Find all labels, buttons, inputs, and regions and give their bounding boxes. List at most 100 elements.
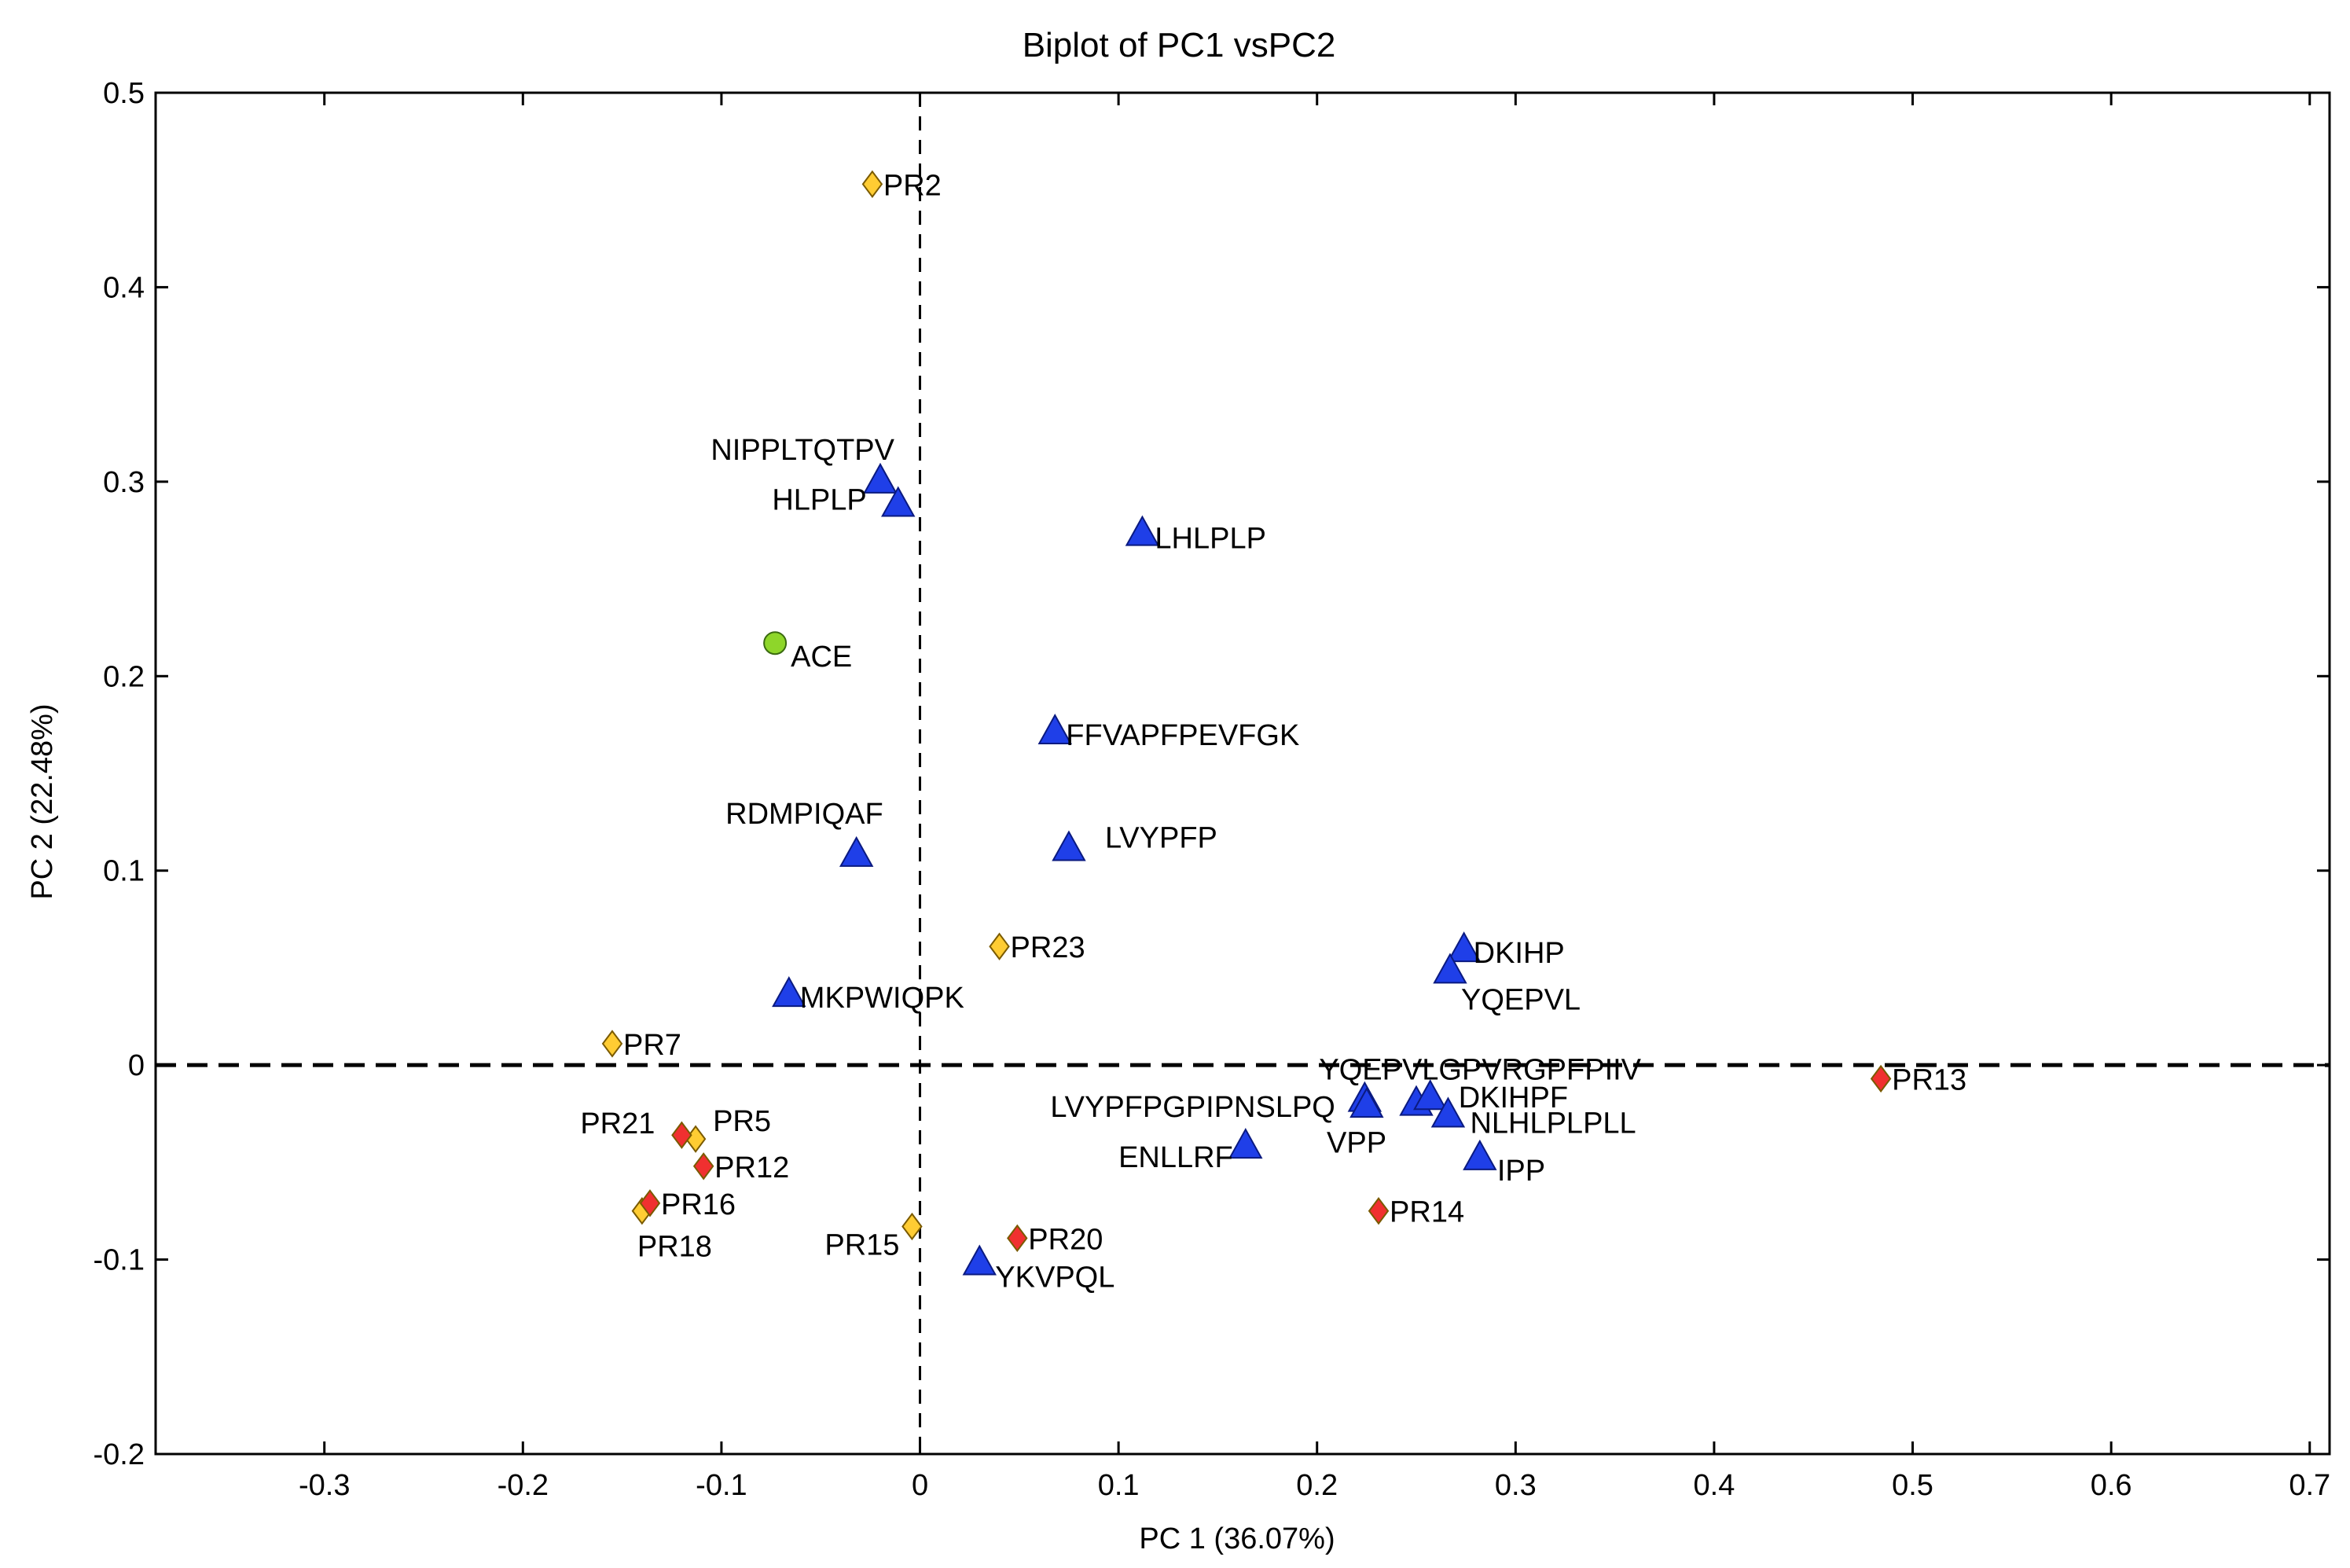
diamond-marker [639, 1189, 661, 1217]
point-label: YQEPVLGPVRGPFPIIV [1319, 1054, 1641, 1087]
data-point: PR20 [1007, 1223, 1103, 1256]
y-tick-label: 0.3 [103, 466, 145, 499]
triangle-marker [1446, 931, 1482, 963]
x-tick-label: 0.7 [2289, 1469, 2330, 1502]
point-label: PR23 [1011, 931, 1085, 964]
diamond-marker [861, 170, 883, 198]
data-point: PR5 [685, 1105, 771, 1153]
point-label: PR14 [1390, 1196, 1464, 1229]
data-point: LVYPFPGPIPNSLPQ [1050, 1087, 1384, 1124]
x-tick-label: 0.4 [1694, 1469, 1735, 1502]
point-label: YQEPVL [1461, 983, 1581, 1016]
triangle-marker [1228, 1128, 1263, 1159]
triangle-marker [881, 486, 916, 517]
y-tick-label: 0.2 [103, 660, 145, 693]
data-point: PR21 [580, 1107, 692, 1149]
y-tick-label: 0.4 [103, 271, 145, 304]
triangle-marker [1463, 1139, 1497, 1170]
data-point: LHLPLP [1125, 515, 1266, 556]
point-label: YKVPQL [995, 1261, 1114, 1294]
data-point: PR13 [1870, 1063, 1966, 1096]
triangle-marker [772, 976, 806, 1008]
x-tick-label: 0.6 [2091, 1469, 2132, 1502]
point-label: PR13 [1892, 1063, 1966, 1096]
plot-area-frame [154, 91, 2331, 1456]
data-point: RDMPIQAF [725, 798, 883, 867]
triangle-marker [1052, 830, 1086, 861]
chart-title: Biplot of PC1 vsPC2 [1023, 26, 1336, 64]
point-label: LVYPFPGPIPNSLPQ [1050, 1091, 1335, 1124]
x-axis-label: PC 1 (36.07%) [1139, 1522, 1335, 1555]
data-points: NIPPLTQTPV HLPLP LHLPLP FFVAPFPEVFGK RDMPIQA… [580, 169, 1966, 1294]
data-point: PR2 [861, 169, 942, 202]
x-tick-label: 0.1 [1098, 1469, 1140, 1502]
data-point: PR23 [989, 931, 1085, 964]
data-point: NIPPLTQTPV [711, 434, 898, 494]
point-label: LHLPLP [1155, 523, 1266, 556]
point-label: PR18 [637, 1231, 712, 1264]
point-label: RDMPIQAF [725, 798, 883, 831]
circle-marker [763, 631, 788, 655]
triangle-marker [839, 835, 874, 867]
point-label: PR16 [661, 1188, 736, 1221]
data-point: MKPWIQPK [772, 976, 964, 1015]
diamond-marker [901, 1212, 923, 1241]
x-tick-label: 0.5 [1892, 1469, 1933, 1502]
y-tick-label: 0.1 [103, 855, 145, 888]
x-tick-label: -0.3 [299, 1469, 350, 1502]
triangle-marker [962, 1244, 997, 1276]
y-tick-label: -0.2 [94, 1438, 145, 1471]
x-tick-label: -0.2 [498, 1469, 549, 1502]
diamond-marker [1007, 1224, 1028, 1253]
data-point: HLPLP [772, 484, 916, 517]
y-tick-label: 0 [128, 1049, 145, 1082]
diamond-marker [1368, 1197, 1390, 1225]
data-point: LVYPFP [1052, 821, 1217, 861]
triangle-marker [1430, 1096, 1466, 1128]
data-point: IPP [1463, 1139, 1545, 1188]
triangle-marker [1125, 515, 1160, 546]
data-point: PR7 [601, 1029, 681, 1062]
x-tick-label: -0.1 [696, 1469, 747, 1502]
data-point: PR12 [692, 1151, 789, 1184]
data-point: YQEPVL [1433, 953, 1581, 1016]
point-label: DKIHPF [1459, 1081, 1568, 1114]
point-label: PR21 [580, 1107, 655, 1140]
triangle-marker [1413, 1079, 1448, 1111]
point-label: IPP [1497, 1155, 1545, 1188]
diamond-marker [671, 1121, 692, 1149]
point-label: NIPPLTQTPV [711, 434, 894, 467]
diamond-marker [1870, 1064, 1892, 1093]
y-tick-label: -0.1 [94, 1244, 145, 1277]
diamond-marker [601, 1030, 623, 1058]
point-label: ENLLRF [1118, 1141, 1233, 1174]
triangle-marker [1433, 953, 1467, 984]
point-label: PR2 [883, 169, 942, 202]
triangle-marker [1037, 713, 1072, 745]
data-point: YKVPQL [962, 1244, 1114, 1294]
triangle-marker [1349, 1087, 1384, 1118]
data-point: PR15 [824, 1212, 923, 1262]
x-tick-label: 0 [912, 1469, 928, 1502]
diamond-marker [692, 1152, 714, 1181]
data-point: DKIHP [1446, 931, 1565, 970]
point-label: PR5 [713, 1105, 771, 1138]
x-tick-label: 0.3 [1495, 1469, 1537, 1502]
data-point: PR14 [1368, 1196, 1464, 1229]
data-point: ACE [763, 631, 852, 674]
axis-ticks: -0.3 -0.2 -0.1 0 0.1 0.2 0.3 0.4 0.5 0.6 0.7 -0.2 -0… [94, 77, 2331, 1502]
point-label: NLHLPLPLL [1470, 1107, 1636, 1140]
point-label: VPP [1327, 1127, 1386, 1160]
point-label: PR12 [714, 1151, 789, 1184]
y-axis-label: PC 2 (22.48%) [26, 703, 59, 899]
data-point: PR16 [639, 1188, 736, 1221]
point-label: HLPLP [772, 484, 866, 517]
point-label: LVYPFP [1105, 821, 1217, 854]
x-tick-label: 0.2 [1296, 1469, 1338, 1502]
point-label: FFVAPFPEVFGK [1066, 719, 1299, 752]
data-point: YQEPVLGPVRGPFPIIV [1319, 1054, 1642, 1112]
triangle-marker [863, 462, 898, 494]
data-point: FFVAPFPEVFGK [1037, 713, 1299, 752]
point-label: PR20 [1028, 1223, 1103, 1256]
